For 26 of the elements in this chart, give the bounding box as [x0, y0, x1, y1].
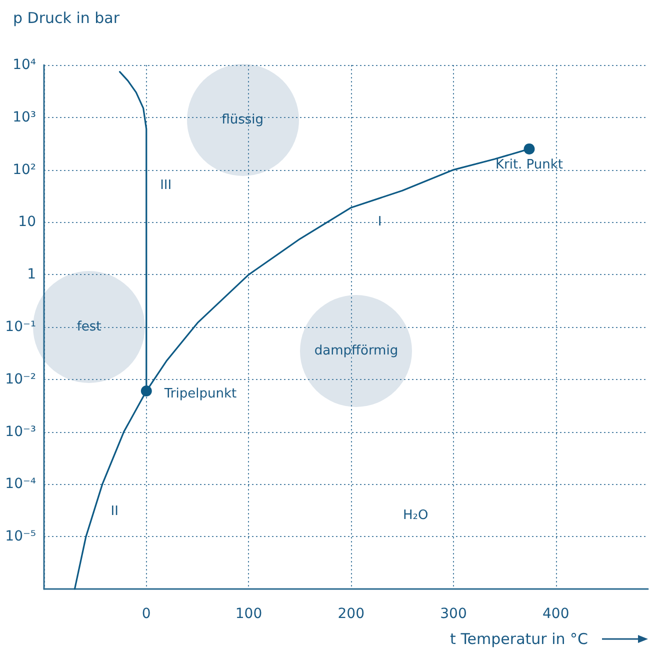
x-axis-title: t Temperatur in °C: [450, 630, 588, 648]
y-tick-label: 1: [27, 266, 36, 283]
annotation: I: [378, 214, 382, 230]
annotation: dampfförmig: [314, 343, 398, 358]
annotation: fest: [76, 320, 102, 334]
y-tick-label: 10³: [12, 109, 36, 126]
y-tick-label: 10²: [12, 162, 36, 178]
y-tick-label: 10: [18, 214, 36, 230]
y-tick-label: 10⁻³: [5, 424, 36, 440]
text: p Druck in bar: [13, 9, 120, 27]
x-tick-label: 400: [542, 606, 570, 622]
x-tick-label: 100: [235, 606, 262, 622]
annotation: H₂O: [402, 508, 428, 524]
y-tick-label: 10⁻²: [5, 371, 36, 388]
x-tick-label: 200: [338, 606, 364, 622]
x-tick-label: 300: [440, 606, 467, 622]
annotation: III: [160, 178, 172, 194]
y-tick-label: 10⁴: [12, 57, 36, 73]
y-tick-label: 10⁻⁵: [5, 528, 36, 545]
y-tick-label: 10⁻⁴: [5, 476, 36, 492]
annotation: Krit. Punkt: [495, 157, 564, 172]
y-tick-label: 10⁻¹: [5, 319, 36, 335]
annotation: Tripelpunkt: [163, 386, 237, 402]
annotation: II: [110, 504, 118, 520]
annotation: flüssig: [222, 112, 264, 128]
x-tick-label: 0: [142, 606, 151, 622]
